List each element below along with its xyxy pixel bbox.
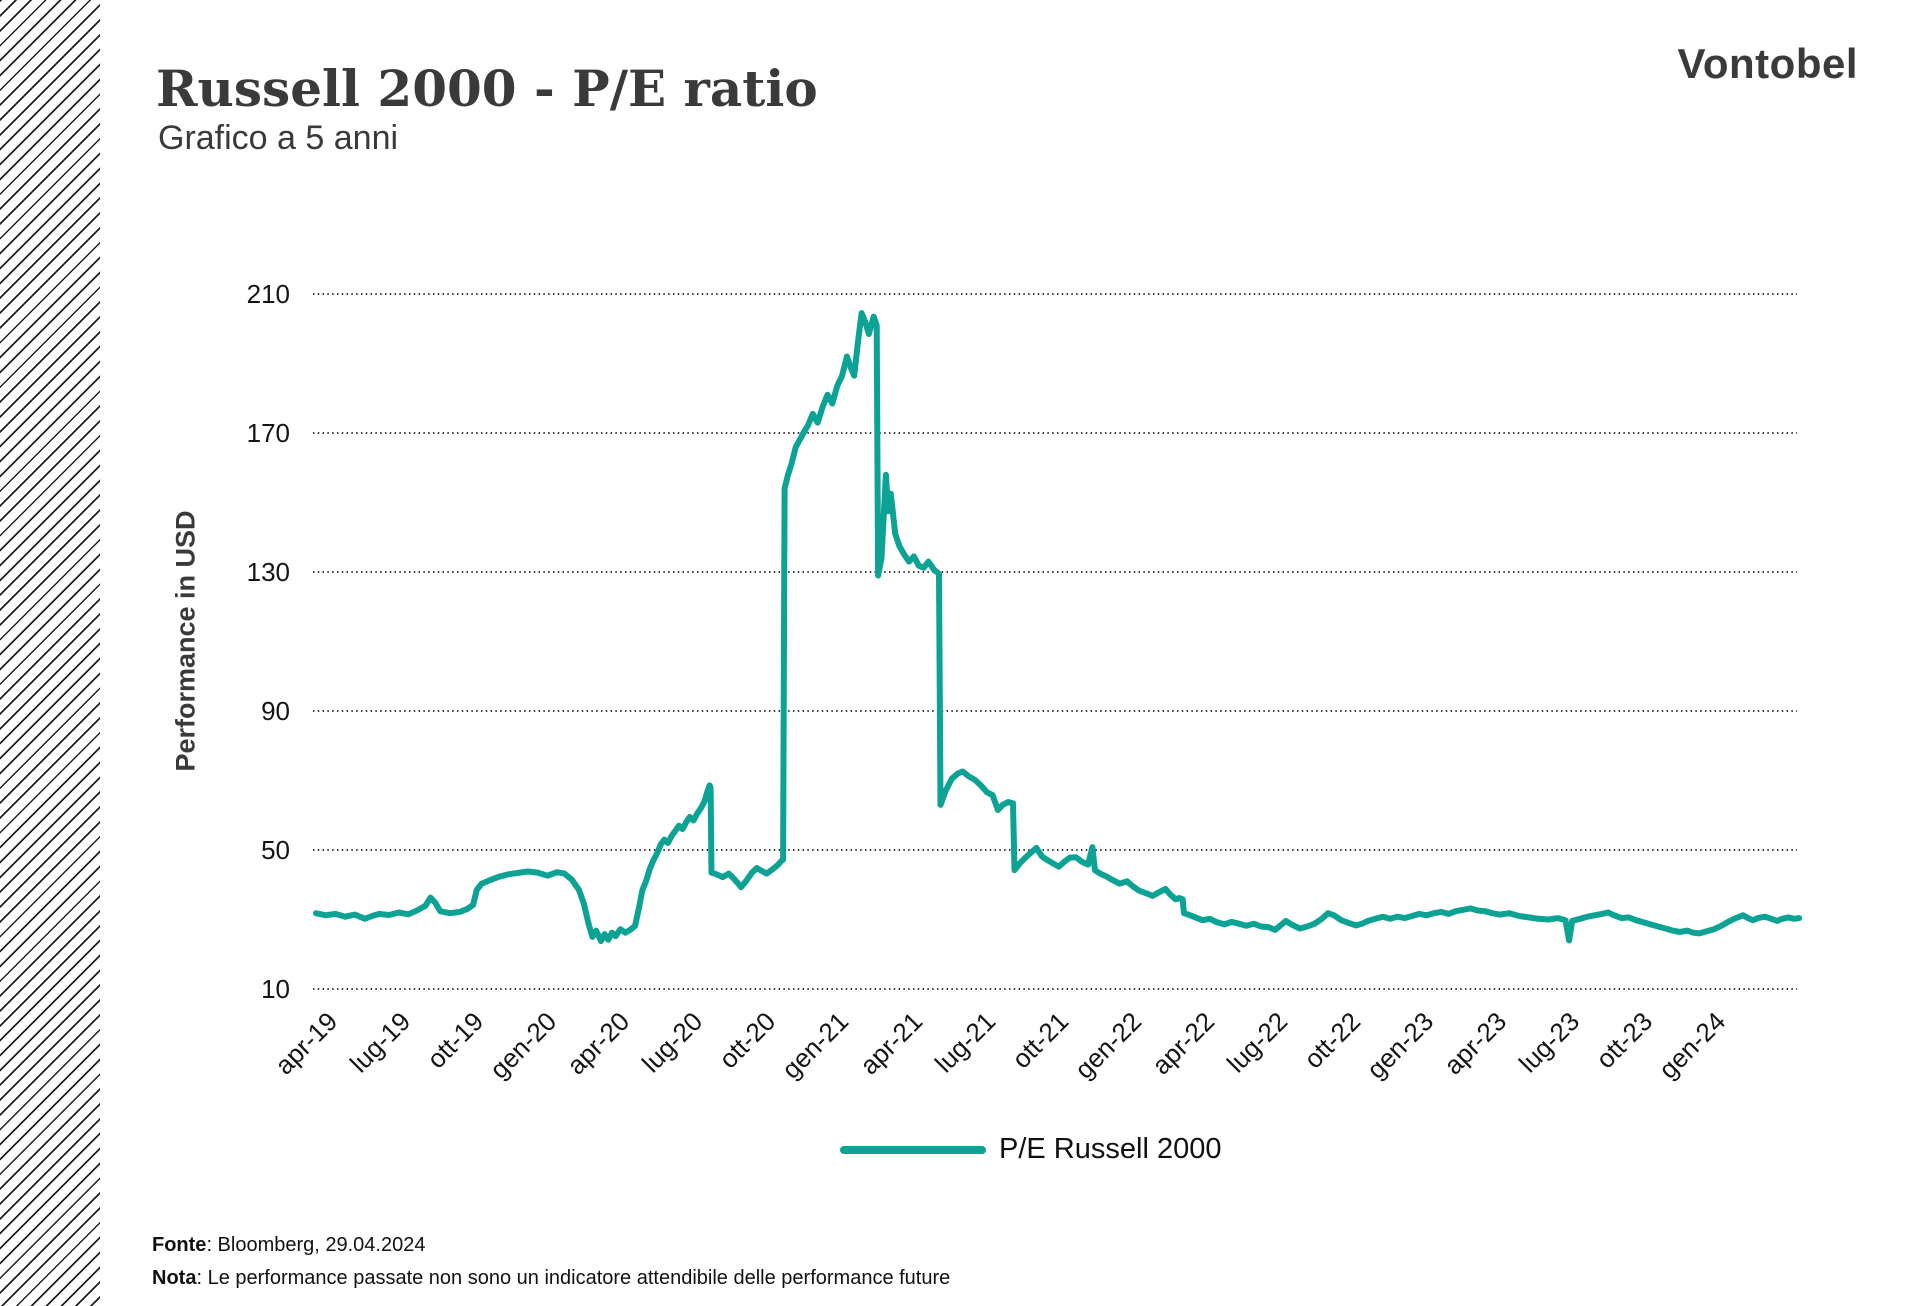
legend-label: P/E Russell 2000 bbox=[999, 1133, 1222, 1165]
note-line: Nota: Le performance passate non sono un… bbox=[152, 1262, 950, 1295]
source-text: : Bloomberg, 29.04.2024 bbox=[206, 1234, 426, 1256]
y-tick-label-210: 210 bbox=[246, 279, 290, 309]
legend-line-swatch bbox=[840, 1145, 986, 1154]
left-hatch-decoration bbox=[0, 0, 100, 1306]
y-tick-label-130: 130 bbox=[246, 557, 290, 587]
source-line: Fonte: Bloomberg, 29.04.2024 bbox=[152, 1229, 950, 1262]
page-title: Russell 2000 - P/E ratio bbox=[156, 59, 818, 118]
y-tick-label-10: 10 bbox=[261, 974, 290, 1004]
vontobel-logo: Vontobel bbox=[1677, 40, 1858, 87]
y-tick-label-90: 90 bbox=[261, 696, 290, 726]
footer: Fonte: Bloomberg, 29.04.2024 Nota: Le pe… bbox=[152, 1229, 950, 1295]
pe-russell-2000-line bbox=[313, 310, 1803, 944]
source-label: Fonte bbox=[152, 1234, 207, 1256]
note-text: : Le performance passate non sono un ind… bbox=[196, 1267, 951, 1289]
legend: P/E Russell 2000 bbox=[840, 1133, 1221, 1166]
y-tick-label-170: 170 bbox=[246, 418, 290, 448]
y-tick-label-50: 50 bbox=[261, 835, 290, 865]
note-label: Nota bbox=[152, 1267, 197, 1289]
page-subtitle: Grafico a 5 anni bbox=[158, 119, 399, 157]
